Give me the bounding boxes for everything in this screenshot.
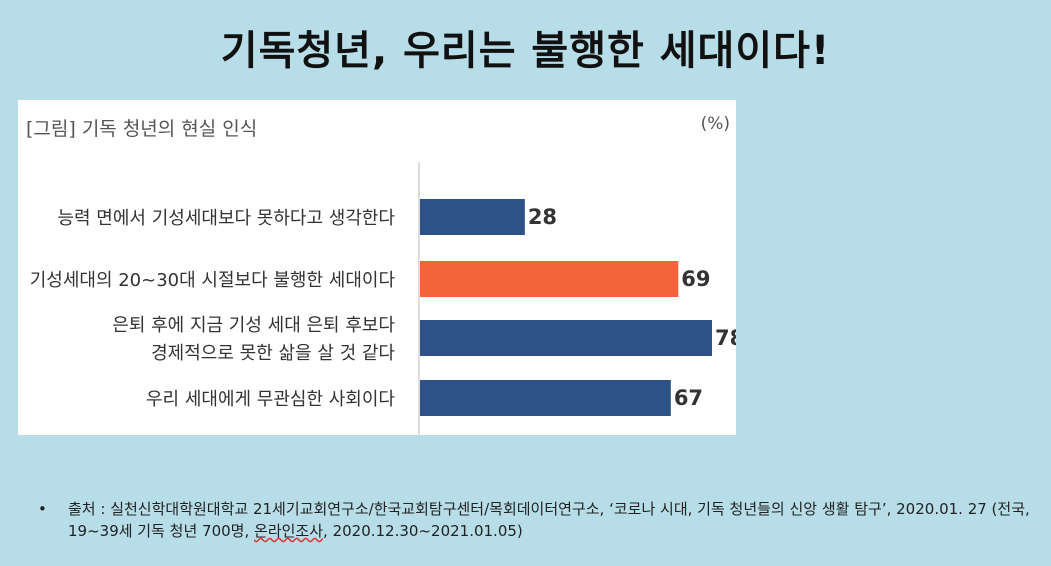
unit-label: (%): [700, 114, 730, 134]
bar-chart: 28 능력 면에서 기성세대보다 못하다고 생각한다 69 기성세대의 20~30대 …: [30, 162, 736, 435]
data-label-4: 67: [674, 386, 703, 410]
bullet: •: [38, 500, 47, 518]
data-label-2: 69: [681, 267, 710, 291]
category-label-3-line-1: 은퇴 후에 지금 기성 세대 은퇴 후보다: [112, 315, 395, 336]
category-label-1: 능력 면에서 기성세대보다 못하다고 생각한다: [57, 208, 395, 229]
source-text: 출처 : 실천신학대학원대학교 21세기교회연구소/한국교회탐구센터/목회데이터…: [68, 498, 1036, 542]
bar-2: [420, 261, 679, 297]
bar-3: [420, 320, 712, 356]
chart-figure: [그림] 기독 청년의 현실 인식 (%) 28 능력 면에서 기성세대보다 못하…: [18, 100, 736, 435]
bar-1: [420, 199, 525, 235]
figure-caption: [그림] 기독 청년의 현실 인식: [26, 118, 258, 140]
category-label-4: 우리 세대에게 무관심한 사회이다: [146, 389, 395, 410]
category-label-2: 기성세대의 20~30대 시절보다 불행한 세대이다: [30, 270, 396, 291]
bar-4: [420, 380, 671, 416]
source-suffix: , 2020.12.30~2021.01.05): [323, 522, 523, 540]
data-label-1: 28: [528, 205, 557, 229]
source-prefix: 출처 : 실천신학대학원대학교 21세기교회연구소/한국교회탐구센터/목회데이터…: [68, 500, 1030, 540]
data-label-3: 78: [715, 326, 736, 350]
category-label-3-line-2: 경제적으로 못한 삶을 살 것 같다: [151, 343, 395, 364]
source-underlined: 온라인조사: [254, 522, 324, 540]
slide-title: 기독청년, 우리는 불행한 세대이다!: [220, 28, 831, 74]
